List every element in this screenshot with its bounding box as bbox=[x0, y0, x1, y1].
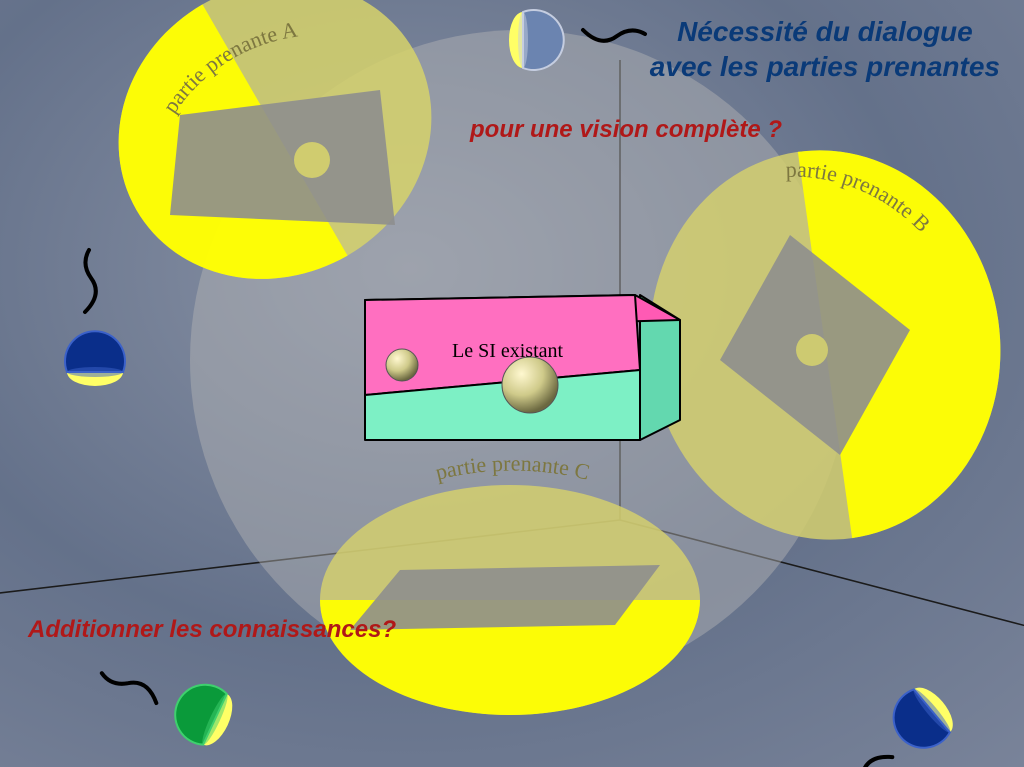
spotlight-C bbox=[320, 485, 700, 715]
subtitle: pour une vision complète ? bbox=[470, 116, 782, 144]
question: Additionner les connaissances? bbox=[28, 616, 396, 644]
title: Nécessité du dialogue avec les parties p… bbox=[650, 14, 1000, 84]
si-solid bbox=[365, 295, 680, 440]
title-line1: Nécessité du dialogue bbox=[650, 14, 1000, 49]
si-label: Le SI existant bbox=[452, 340, 563, 363]
title-line2: avec les parties prenantes bbox=[650, 49, 1000, 84]
shadow bbox=[350, 565, 660, 630]
